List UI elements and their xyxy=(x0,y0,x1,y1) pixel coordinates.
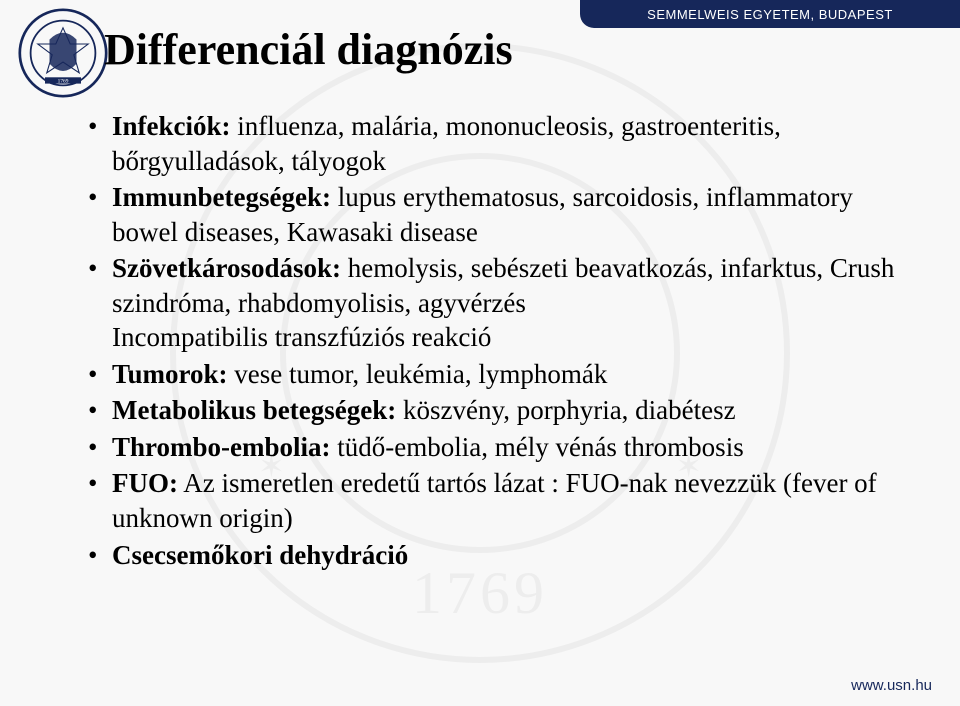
item-label: Thrombo-embolia: xyxy=(112,432,331,462)
list-item: Immunbetegségek: lupus erythematosus, sa… xyxy=(80,180,910,249)
item-label: Metabolikus betegségek: xyxy=(112,395,396,425)
item-label: Immunbetegségek: xyxy=(112,182,331,212)
header-org: SEMMELWEIS EGYETEM, BUDAPEST xyxy=(647,7,893,22)
list-item: Szövetkárosodások: hemolysis, sebészeti … xyxy=(80,251,910,355)
list-item: Infekciók: influenza, malária, mononucle… xyxy=(80,109,910,178)
item-label: FUO: xyxy=(112,468,178,498)
list-item: Csecsemőkori dehydráció xyxy=(80,538,910,573)
item-label: Infekciók: xyxy=(112,111,231,141)
slide-content: Differenciál diagnózis Infekciók: influe… xyxy=(80,24,910,574)
list-item: Metabolikus betegségek: köszvény, porphy… xyxy=(80,393,910,428)
item-text: Az ismeretlen eredetű tartós lázat : FUO… xyxy=(112,468,877,533)
item-label: Szövetkárosodások: xyxy=(112,253,341,283)
footer-url: www.usn.hu xyxy=(851,677,932,694)
slide-title: Differenciál diagnózis xyxy=(104,24,910,75)
item-label: Csecsemőkori dehydráció xyxy=(112,540,408,570)
bullet-list: Infekciók: influenza, malária, mononucle… xyxy=(80,109,910,572)
list-item: Tumorok: vese tumor, leukémia, lymphomák xyxy=(80,357,910,392)
item-subtext: Incompatibilis transzfúziós reakció xyxy=(112,320,910,355)
svg-text:1769: 1769 xyxy=(58,79,69,85)
list-item: FUO: Az ismeretlen eredetű tartós lázat … xyxy=(80,466,910,535)
item-text: köszvény, porphyria, diabétesz xyxy=(396,395,735,425)
list-item: Thrombo-embolia: tüdő-embolia, mély véná… xyxy=(80,430,910,465)
item-text: tüdő-embolia, mély vénás thrombosis xyxy=(331,432,744,462)
item-text: vese tumor, leukémia, lymphomák xyxy=(228,359,608,389)
item-label: Tumorok: xyxy=(112,359,228,389)
